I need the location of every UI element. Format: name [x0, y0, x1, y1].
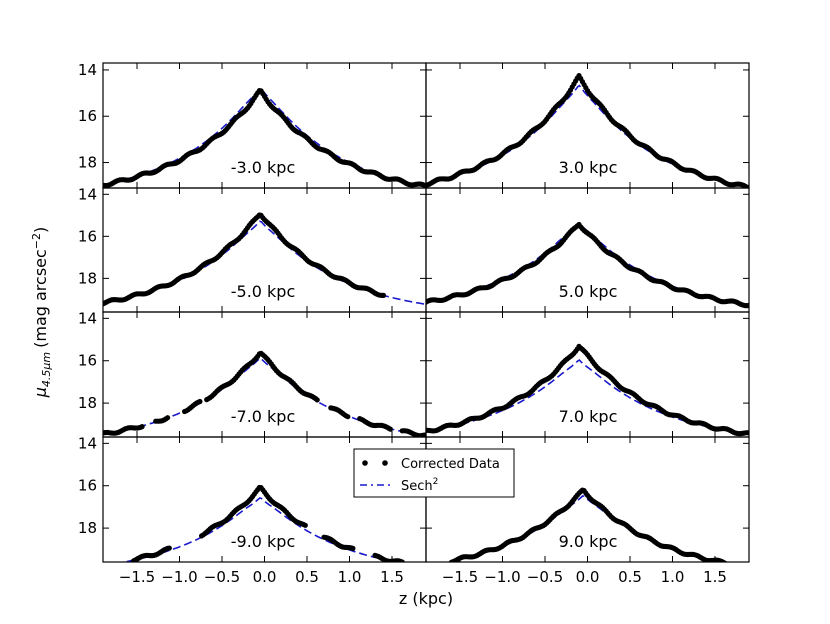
data-points — [131, 484, 405, 562]
x-tick-label: 0.0 — [576, 568, 600, 586]
panel-1: 14 16 18 -3.0 kpc — [78, 61, 427, 189]
y-tick-label: 16 — [78, 107, 97, 125]
data-point — [314, 397, 320, 403]
panel-label: -9.0 kpc — [231, 532, 296, 551]
y-axis-title-close: ) — [31, 227, 50, 233]
panel-label: 9.0 kpc — [559, 532, 618, 551]
panel-label: 7.0 kpc — [559, 407, 618, 426]
data-point — [139, 424, 145, 430]
y-axis-title-subscript: 4.5μm — [40, 352, 53, 387]
sech2-model-curve — [426, 84, 749, 188]
legend: Corrected Data Sech2 — [353, 448, 515, 498]
y-tick-label: 18 — [78, 269, 97, 287]
x-tick-label: 0.5 — [618, 568, 642, 586]
y-tick-label: 14 — [78, 434, 97, 452]
y-axis-title-symbol: μ — [31, 387, 50, 398]
data-point — [350, 545, 356, 552]
panel-plot-area — [426, 221, 749, 309]
data-point — [423, 432, 426, 437]
x-tick-label: −1.5 — [119, 568, 155, 586]
x-tick-label: −0.5 — [204, 568, 240, 586]
data-points — [426, 73, 749, 188]
legend-data-marker — [362, 460, 388, 466]
panel-3: 14 16 18 -5.0 kpc — [78, 185, 427, 313]
legend-label-model-sup: 2 — [433, 477, 439, 487]
panel-plot-area — [120, 484, 405, 562]
data-points — [426, 221, 749, 309]
y-tick-label: 18 — [78, 519, 97, 537]
data-point — [399, 559, 405, 562]
x-tick-label: −0.5 — [527, 568, 563, 586]
x-tick-label: 1.0 — [661, 568, 685, 586]
panel-plot-area — [103, 212, 426, 307]
panel-label: -3.0 kpc — [231, 158, 296, 177]
data-point — [166, 545, 172, 551]
panel-label: -5.0 kpc — [231, 282, 296, 301]
data-points — [103, 350, 426, 437]
data-points — [103, 88, 426, 188]
panel-2: 3.0 kpc — [425, 62, 750, 189]
x-axis-title: z (kpc) — [399, 589, 453, 608]
x-tick-label: −1.0 — [484, 568, 520, 586]
panel-7: 14 16 18 −1.5 −1.0 −0.5 0.0 0.5 1.0 1.5 -9.0 kpc — [78, 434, 427, 586]
panel-5: 14 16 18 -7.0 kpc — [78, 309, 427, 438]
panel-label: -7.0 kpc — [231, 407, 296, 426]
x-tick-label: −1.0 — [161, 568, 197, 586]
legend-label-data: Corrected Data — [401, 457, 500, 472]
data-point — [345, 414, 351, 420]
x-tick-label: 0.0 — [253, 568, 277, 586]
data-point — [197, 398, 203, 405]
data-points — [426, 343, 749, 437]
data-point — [387, 426, 393, 432]
panel-plot-area — [103, 87, 426, 188]
panel-label: 3.0 kpc — [559, 158, 618, 177]
data-point — [165, 415, 171, 421]
data-point — [380, 292, 387, 298]
panel-8: −1.5 −1.0 −0.5 0.0 0.5 1.0 1.5 9.0 kpc — [425, 436, 750, 586]
data-points — [448, 487, 729, 562]
y-tick-label: 16 — [78, 352, 97, 370]
x-tick-label: 0.5 — [295, 568, 319, 586]
y-axis-title-units: (mag arcsec — [31, 249, 50, 348]
x-tick-label: 1.5 — [380, 568, 404, 586]
y-tick-label: 14 — [78, 61, 97, 79]
panel-plot-area — [426, 343, 749, 437]
panel-6: 7.0 kpc — [425, 311, 750, 438]
data-point — [746, 430, 749, 436]
panel-4: 5.0 kpc — [425, 187, 750, 313]
data-point — [746, 302, 749, 308]
panel-plot-area — [103, 350, 426, 437]
data-point — [423, 183, 426, 188]
y-axis-title-exponent: −2 — [30, 233, 43, 249]
y-tick-label: 16 — [78, 477, 97, 495]
panel-plot-area — [442, 487, 729, 562]
panel-label: 5.0 kpc — [559, 282, 618, 301]
data-points — [103, 212, 387, 307]
legend-label-model: Sech2 — [401, 477, 438, 494]
data-point — [302, 522, 308, 528]
panels-group: 14 16 18 -3.0 kpc 3.0 kpc 14 16 18 -5.0 kpc 5.0 k… — [78, 61, 750, 586]
y-tick-label: 16 — [78, 227, 97, 245]
legend-box — [353, 448, 515, 498]
legend-label-model-base: Sech — [401, 479, 433, 494]
y-axis-title: μ4.5μm (mag arcsec−2) — [30, 227, 53, 399]
x-tick-label: 1.5 — [703, 568, 727, 586]
x-tick-label: −1.5 — [442, 568, 478, 586]
y-tick-label: 14 — [78, 185, 97, 203]
x-tick-label: 1.0 — [338, 568, 362, 586]
y-tick-label: 18 — [78, 154, 97, 172]
y-tick-label: 18 — [78, 394, 97, 412]
panel-plot-area — [426, 73, 749, 188]
y-tick-label: 14 — [78, 309, 97, 327]
